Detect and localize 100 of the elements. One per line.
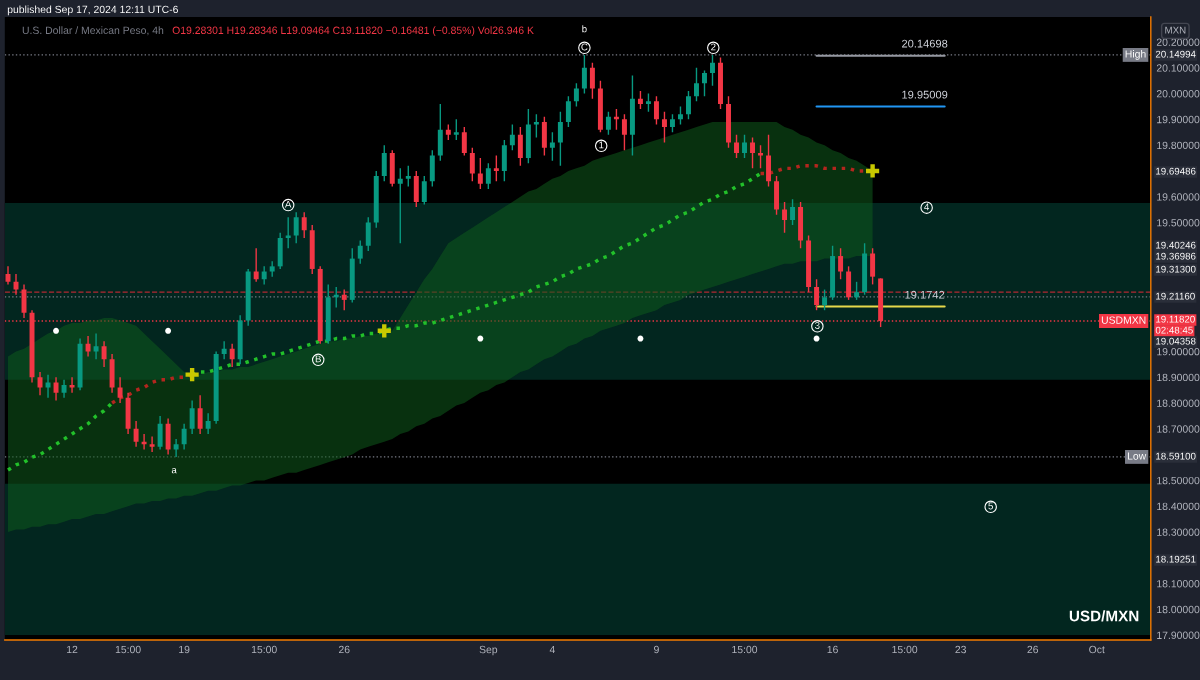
candlestick (133, 420, 139, 448)
annotation: C (581, 43, 588, 51)
annotation: 1 (599, 141, 604, 149)
y-tick-label: 17.90000 (1157, 631, 1200, 639)
candlestick (261, 265, 267, 286)
candlestick (485, 162, 491, 190)
x-tick-label: 16 (827, 645, 838, 654)
candlestick (61, 379, 67, 399)
annotation: A (284, 200, 292, 208)
annotation: 19.1742 (905, 290, 945, 299)
x-tick-label: 15:00 (732, 645, 758, 654)
candlestick (509, 123, 515, 152)
candlestick (565, 95, 571, 128)
candlestick (253, 247, 259, 283)
y-tick-label: 18.80000 (1157, 399, 1200, 407)
annotation: 4 (924, 203, 930, 211)
annotation: 20.14698 (902, 39, 948, 48)
text: 19.21160 (1156, 292, 1195, 300)
candlestick (686, 90, 691, 121)
candlestick (189, 399, 195, 435)
candlestick (854, 281, 860, 301)
y-tick-label: 18.40000 (1157, 502, 1200, 511)
candlestick (477, 157, 483, 190)
text: 18.59100 (1156, 452, 1196, 460)
annotation: B (315, 355, 321, 363)
x-tick-label: Sep (479, 645, 498, 656)
x-tick-label: 15:00 (892, 645, 918, 654)
candlestick (790, 198, 796, 226)
y-tick-label: 20.10000 (1156, 64, 1200, 72)
candlestick (621, 113, 627, 152)
candlestick (605, 110, 611, 136)
text: 19.31300 (1156, 265, 1196, 273)
candlestick (493, 154, 499, 182)
text: 19.40246 (1156, 241, 1196, 249)
annotation: 2 (711, 43, 716, 51)
text: 20.14994 (1155, 50, 1196, 58)
y-tick-label: 18.70000 (1157, 425, 1200, 433)
annotation: a (171, 467, 177, 474)
candlestick (461, 126, 467, 157)
candlestick (421, 175, 427, 206)
candlestick (117, 376, 123, 404)
candlestick (269, 260, 275, 278)
y-tick-label: 18.30000 (1157, 528, 1200, 536)
y-tick-label: 19.50000 (1157, 219, 1200, 227)
candlestick (405, 165, 411, 188)
candlestick (341, 288, 347, 311)
point (813, 335, 820, 342)
candlestick (69, 376, 75, 394)
point (185, 368, 199, 382)
point (866, 164, 880, 178)
candlestick (85, 335, 91, 358)
text: 19.11820 (1156, 315, 1195, 323)
candlestick (229, 343, 235, 368)
x-tick-label: 23 (955, 645, 966, 654)
y-tick-label: 19.80000 (1157, 141, 1200, 150)
candlestick (285, 216, 291, 249)
annotation: 3 (815, 322, 820, 329)
point (53, 327, 59, 334)
x-tick-label: 19 (179, 645, 190, 654)
candlestick (301, 211, 307, 239)
candlestick (822, 288, 828, 311)
annotation: b (582, 25, 587, 33)
point (377, 324, 391, 338)
x-tick-label: 15:00 (251, 645, 277, 654)
candlestick (557, 110, 563, 167)
y-tick-label: 18.10000 (1157, 580, 1200, 588)
ref-line-label: High (1125, 50, 1146, 60)
candlestick (517, 126, 523, 167)
candlestick (661, 110, 667, 144)
candlestick (45, 373, 51, 399)
x-tick-label: 15:00 (115, 645, 141, 654)
candlestick (734, 134, 739, 159)
candlestick (381, 144, 387, 182)
text: 19.69486 (1156, 167, 1196, 175)
candlestick (750, 136, 755, 170)
y-tick-label: 19.00000 (1157, 347, 1200, 356)
candlestick (93, 332, 99, 360)
point (637, 335, 644, 342)
candlestick (149, 435, 155, 453)
candlestick (533, 113, 539, 139)
candlestick (782, 201, 788, 234)
annotation: 19.95009 (902, 90, 948, 99)
y-tick-label: 19.60000 (1157, 193, 1200, 201)
candlestick (173, 438, 179, 458)
candlestick (181, 422, 187, 451)
x-tick-label: 9 (654, 645, 659, 654)
candlestick (469, 147, 475, 182)
candlestick (669, 113, 675, 133)
text: O19.28301 H19.28346 L19.09464 C19.11820 −0.16481 (−0.85%) Vol26.946 K (172, 26, 534, 37)
candlestick (589, 61, 595, 100)
candlestick (814, 278, 820, 311)
candlestick (221, 340, 227, 360)
candlestick (157, 415, 163, 451)
candlestick (710, 54, 715, 87)
candlestick (637, 90, 643, 110)
text: 02:48:45 (1155, 326, 1193, 334)
y-tick-label: 19.90000 (1157, 115, 1200, 124)
candlestick (397, 167, 403, 244)
annotation: USD/MXN (1069, 610, 1139, 622)
candlestick (694, 67, 699, 103)
